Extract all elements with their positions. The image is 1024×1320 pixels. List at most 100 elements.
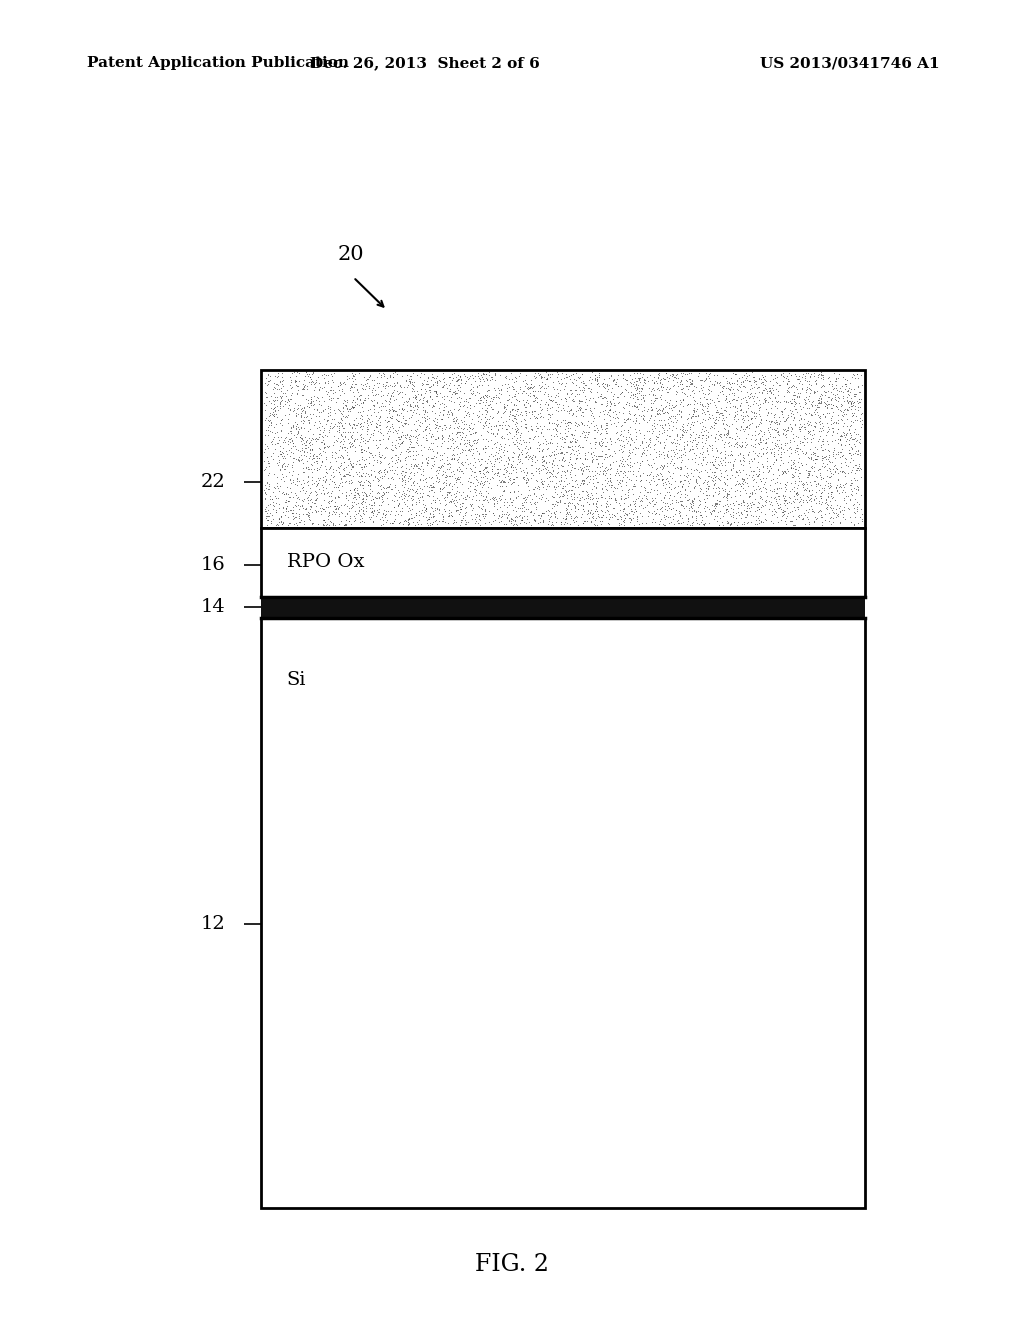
Point — [514, 500, 530, 521]
Point — [296, 397, 312, 418]
Point — [473, 466, 489, 487]
Point — [597, 446, 613, 467]
Point — [691, 490, 708, 511]
Point — [728, 418, 744, 440]
Point — [729, 462, 745, 483]
Point — [611, 471, 628, 492]
Point — [824, 498, 841, 519]
Point — [452, 387, 468, 408]
Point — [561, 412, 578, 433]
Point — [799, 397, 815, 418]
Point — [724, 445, 740, 466]
Point — [306, 385, 323, 407]
Point — [513, 433, 529, 454]
Point — [651, 457, 668, 478]
Point — [562, 444, 579, 465]
Point — [454, 412, 470, 433]
Point — [830, 380, 847, 401]
Point — [673, 471, 689, 492]
Point — [522, 502, 539, 523]
Point — [511, 444, 527, 465]
Point — [316, 437, 333, 458]
Point — [265, 378, 282, 399]
Point — [438, 438, 455, 459]
Point — [745, 447, 762, 469]
Point — [353, 507, 370, 528]
Point — [538, 500, 554, 521]
Point — [831, 400, 848, 421]
Point — [488, 447, 505, 469]
Point — [727, 396, 743, 417]
Point — [256, 438, 272, 459]
Point — [831, 502, 848, 523]
Point — [777, 418, 794, 440]
Point — [552, 490, 568, 511]
Point — [324, 366, 340, 387]
Point — [556, 379, 572, 400]
Point — [733, 495, 750, 516]
Point — [827, 429, 844, 450]
Point — [734, 367, 751, 388]
Point — [785, 384, 802, 405]
Point — [660, 473, 677, 494]
Point — [754, 372, 770, 393]
Point — [501, 510, 517, 531]
Point — [489, 474, 506, 495]
Point — [282, 486, 298, 507]
Point — [353, 465, 370, 486]
Point — [644, 491, 660, 512]
Point — [779, 417, 796, 438]
Point — [400, 467, 417, 488]
Point — [688, 411, 705, 432]
Point — [382, 366, 398, 387]
Point — [844, 473, 860, 494]
Point — [548, 418, 564, 440]
Point — [714, 512, 730, 533]
Point — [330, 486, 346, 507]
Point — [737, 483, 754, 504]
Point — [813, 483, 829, 504]
Point — [475, 508, 492, 529]
Point — [598, 414, 614, 436]
Point — [834, 433, 850, 454]
Point — [531, 437, 548, 458]
Point — [462, 471, 478, 492]
Point — [709, 492, 725, 513]
Point — [565, 475, 582, 496]
Point — [784, 376, 801, 397]
Point — [629, 506, 645, 527]
Point — [382, 388, 398, 409]
Point — [408, 441, 424, 462]
Point — [384, 440, 400, 461]
Point — [654, 380, 671, 401]
Point — [489, 463, 506, 484]
Point — [699, 478, 716, 499]
Point — [418, 500, 434, 521]
Point — [779, 492, 796, 513]
Point — [636, 409, 652, 430]
Point — [424, 400, 440, 421]
Point — [292, 395, 308, 416]
Point — [384, 450, 400, 471]
Point — [720, 451, 736, 473]
Point — [425, 486, 441, 507]
Point — [748, 506, 764, 527]
Point — [495, 412, 511, 433]
Point — [741, 500, 758, 521]
Point — [326, 432, 342, 453]
Point — [356, 433, 373, 454]
Point — [798, 499, 814, 520]
Point — [263, 385, 280, 407]
Point — [354, 457, 371, 478]
Point — [550, 383, 566, 404]
Point — [707, 482, 723, 503]
Point — [372, 477, 388, 498]
Point — [574, 473, 591, 494]
Point — [283, 422, 299, 444]
Point — [823, 413, 840, 434]
Point — [634, 512, 650, 533]
Point — [270, 454, 287, 475]
Point — [597, 374, 613, 395]
Point — [839, 429, 855, 450]
Point — [429, 498, 445, 519]
